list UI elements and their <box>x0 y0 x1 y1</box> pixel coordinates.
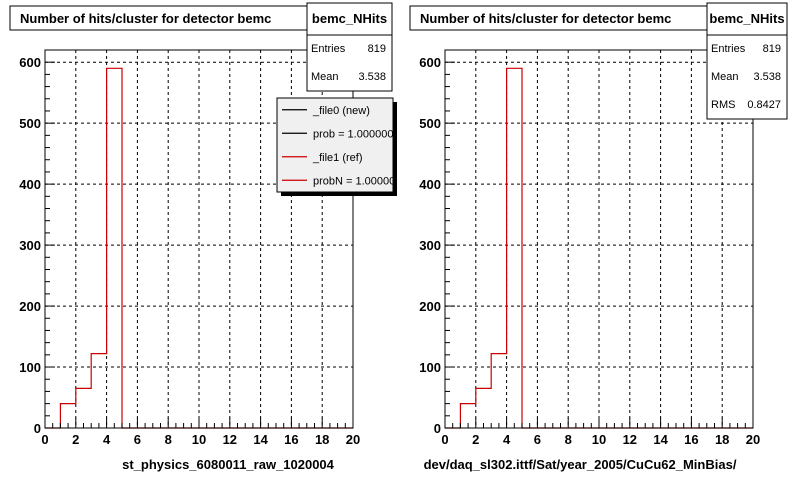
x-tick-label: 10 <box>192 432 206 447</box>
legend-entries: _file0 (new) prob = 1.000000 _file1 (ref) p… <box>282 105 401 187</box>
stats-label: Entries <box>711 43 746 55</box>
histogram-panel-1: 0 2 4 6 8 10 12 14 16 18 200100200300400500600Numb… <box>9 2 401 472</box>
chart-title: Number of hits/cluster for detector bemc <box>20 11 271 26</box>
x-tick-label: 4 <box>503 432 511 447</box>
stats-box <box>706 2 788 120</box>
stats-label: Mean <box>311 71 339 83</box>
legend-label: prob = 1.000000 <box>313 128 393 140</box>
stats-label: Mean <box>711 71 739 83</box>
y-tick-label: 500 <box>419 116 441 131</box>
x-tick-label: 6 <box>134 432 141 447</box>
x-tick-label: 8 <box>165 432 172 447</box>
x-tick-label: 10 <box>592 432 606 447</box>
y-tick-label: 400 <box>19 177 41 192</box>
y-tick-label: 200 <box>419 299 441 314</box>
x-tick-label: 6 <box>534 432 541 447</box>
y-tick-label: 400 <box>419 177 441 192</box>
stats-value: 3.538 <box>753 71 781 83</box>
x-tick-label: 16 <box>684 432 698 447</box>
title-box <box>409 5 709 31</box>
histogram-panel-2: 0 2 4 6 8 10 12 14 16 18 200100200300400500600Numb… <box>409 2 788 472</box>
stats-value: 819 <box>368 43 386 55</box>
stats-name: bemc_NHits <box>312 11 387 26</box>
y-tick-label: 300 <box>19 238 41 253</box>
legend-label: _file1 (ref) <box>312 152 363 164</box>
x-tick-label: 18 <box>715 432 729 447</box>
y-tick-label: 200 <box>19 299 41 314</box>
stats-value: 0.8427 <box>747 99 781 111</box>
x-tick-label: 14 <box>653 432 668 447</box>
y-tick-label: 600 <box>19 55 41 70</box>
x-tick-label: 12 <box>623 432 637 447</box>
stats-box <box>306 2 393 92</box>
x-tick-label: 2 <box>472 432 479 447</box>
chart-title: Number of hits/cluster for detector bemc <box>420 11 671 26</box>
legend-label: probN = 1.000000 <box>313 175 401 187</box>
x-tick-label: 8 <box>565 432 572 447</box>
x-tick-label: 14 <box>253 432 268 447</box>
y-tick-label: 100 <box>419 360 441 375</box>
legend-box <box>276 97 394 193</box>
y-tick-label: 0 <box>34 421 41 436</box>
stats-label: RMS <box>711 99 735 111</box>
y-tick-label: 600 <box>419 55 441 70</box>
x-tick-label: 18 <box>315 432 329 447</box>
stats-value: 3.538 <box>358 71 386 83</box>
title-box <box>9 5 309 31</box>
x-tick-label: 0 <box>41 432 48 447</box>
x-tick-label: 16 <box>284 432 298 447</box>
stats-value: 819 <box>763 43 781 55</box>
run-caption: dev/daq_sl302.ittf/Sat/year_2005/CuCu62_… <box>424 457 737 472</box>
x-tick-label: 20 <box>746 432 760 447</box>
y-tick-label: 100 <box>19 360 41 375</box>
x-tick-label: 12 <box>223 432 237 447</box>
run-caption: st_physics_6080011_raw_1020004 <box>122 457 335 472</box>
x-tick-label: 20 <box>346 432 360 447</box>
x-tick-label: 4 <box>103 432 111 447</box>
y-tick-label: 0 <box>434 421 441 436</box>
x-tick-label: 0 <box>441 432 448 447</box>
y-tick-label: 300 <box>419 238 441 253</box>
y-tick-label: 500 <box>19 116 41 131</box>
stats-name: bemc_NHits <box>709 11 784 26</box>
stats-label: Entries <box>311 43 346 55</box>
legend-label: _file0 (new) <box>312 105 370 117</box>
x-tick-label: 2 <box>72 432 79 447</box>
